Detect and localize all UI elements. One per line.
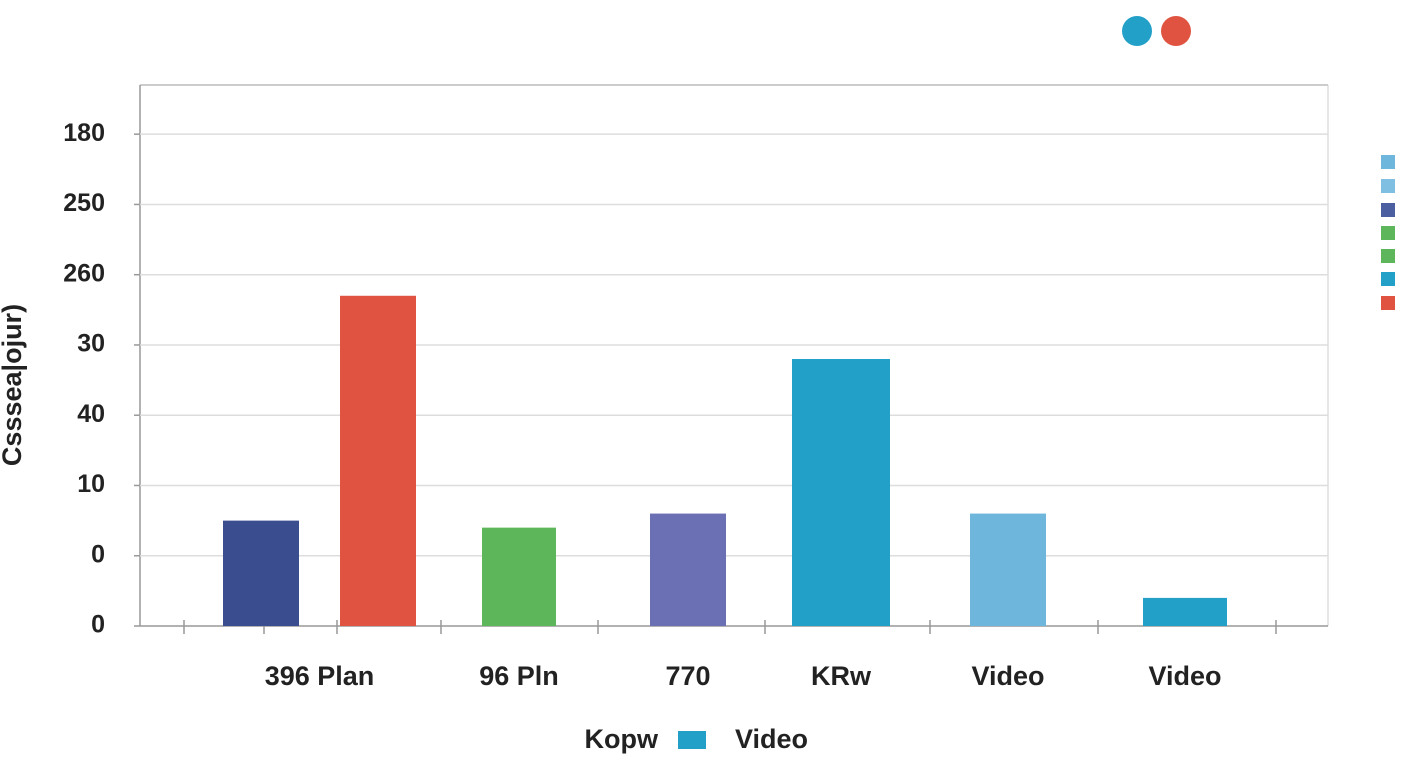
bar <box>223 520 299 626</box>
decor-dot <box>1161 16 1191 46</box>
legend-swatch <box>678 731 706 749</box>
swatch <box>1381 155 1395 169</box>
bar <box>482 527 556 626</box>
y-axis-title: Csssea|ojur) <box>0 304 27 466</box>
y-tick-label: 250 <box>63 189 105 217</box>
bar <box>970 513 1046 626</box>
swatch <box>1381 203 1395 217</box>
bar <box>340 295 416 626</box>
bar <box>650 513 726 626</box>
y-tick-label: 0 <box>91 540 105 568</box>
x-tick-label: KRw <box>811 661 872 691</box>
swatch <box>1381 226 1395 240</box>
swatch <box>1381 272 1395 286</box>
swatch <box>1381 179 1395 193</box>
legend-label: Video <box>735 724 808 754</box>
swatch <box>1381 296 1395 310</box>
x-tick-label: Video <box>971 661 1044 691</box>
y-tick-label: 10 <box>77 470 105 498</box>
swatch <box>1381 249 1395 263</box>
x-tick-label: Video <box>1148 661 1221 691</box>
x-tick-label: 396 Plan <box>265 661 375 691</box>
y-tick-label: 30 <box>77 330 105 358</box>
decor-dot <box>1122 16 1152 46</box>
legend-title: Kopw <box>585 724 659 754</box>
x-tick-label: 770 <box>665 661 710 691</box>
y-tick-label: 260 <box>63 259 105 287</box>
bar <box>1143 597 1227 626</box>
y-tick-label: 40 <box>77 400 105 428</box>
y-tick-label: 180 <box>63 119 105 147</box>
side-swatches <box>1381 155 1395 310</box>
y-tick-label: 0 <box>91 611 105 639</box>
bar <box>792 359 890 626</box>
x-tick-label: 96 Pln <box>479 661 559 691</box>
